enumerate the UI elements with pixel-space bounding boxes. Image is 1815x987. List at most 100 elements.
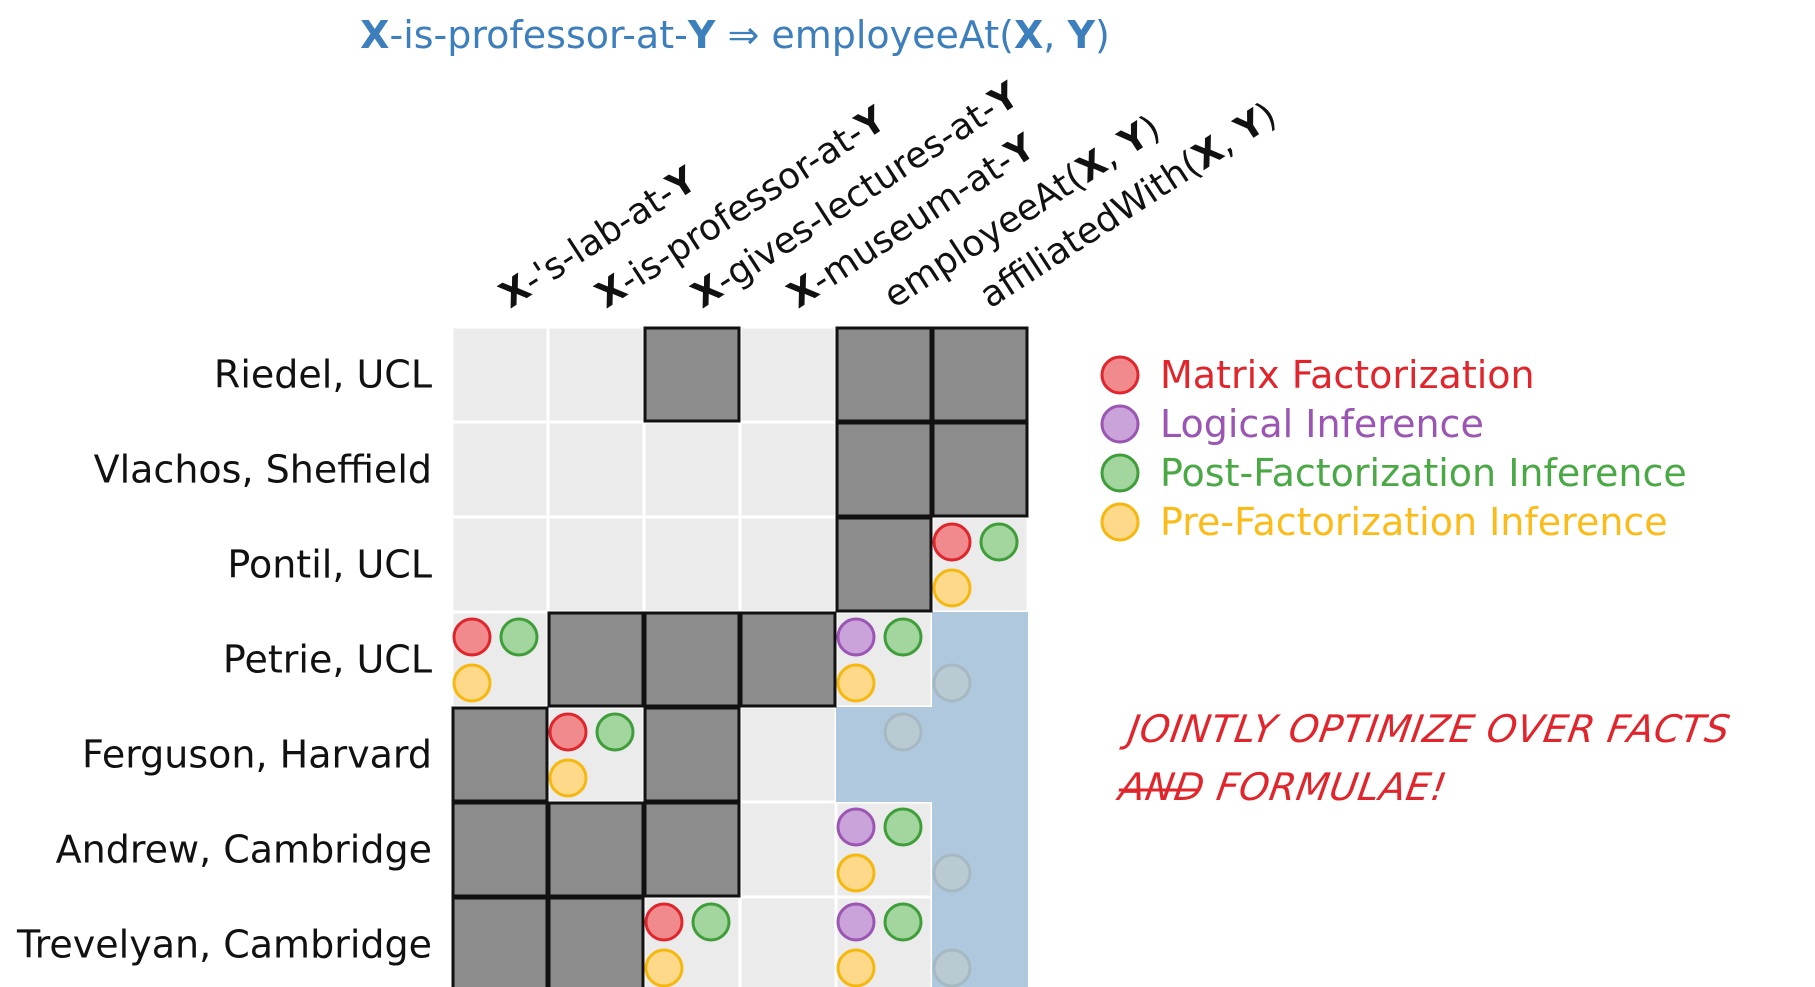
post-marker bbox=[979, 522, 1019, 562]
cell-r1-c0 bbox=[450, 420, 550, 519]
pre-marker bbox=[932, 948, 972, 987]
legend-swatch-pre bbox=[1100, 502, 1140, 542]
note-line1: JOINTLY OPTIMIZE OVER FACTS bbox=[1118, 708, 1733, 752]
highlight-region bbox=[836, 612, 1028, 987]
post-marker bbox=[691, 902, 731, 942]
post-marker bbox=[883, 617, 923, 657]
observed-borders bbox=[451, 326, 1029, 987]
handwritten-note: JOINTLY OPTIMIZE OVER FACTS AND FORMULAE… bbox=[1113, 708, 1733, 810]
li-marker bbox=[836, 807, 876, 847]
mf-marker bbox=[452, 617, 492, 657]
cell-r2-c3 bbox=[738, 515, 838, 614]
cell-r2-c4 bbox=[834, 515, 934, 614]
title-arrow: ⇒ bbox=[715, 13, 771, 57]
observed-border-r5-c2 bbox=[643, 801, 741, 898]
cell-r3-c1 bbox=[546, 610, 646, 709]
pre-marker bbox=[836, 853, 876, 893]
cell-r0-c2 bbox=[642, 325, 742, 424]
observed-border-r6-c0 bbox=[451, 896, 549, 987]
cell-r5-c1 bbox=[546, 800, 646, 899]
observed-border-r1-c4 bbox=[835, 421, 933, 518]
observed-border-r3-c1 bbox=[547, 611, 645, 708]
cell-r0-c5 bbox=[930, 325, 1030, 424]
legend-swatch-li bbox=[1100, 404, 1140, 444]
pre-marker bbox=[452, 663, 492, 703]
post-marker bbox=[883, 807, 923, 847]
legend-label-pre: Pre-Factorization Inference bbox=[1160, 500, 1668, 544]
cell-r1-c3 bbox=[738, 420, 838, 519]
observed-border-r2-c4 bbox=[835, 516, 933, 613]
highlight-cell bbox=[836, 707, 932, 802]
cell-r4-c3 bbox=[738, 705, 838, 804]
observed-border-r5-c0 bbox=[451, 801, 549, 898]
legend-label-mf: Matrix Factorization bbox=[1160, 353, 1535, 397]
cell-r5-c3 bbox=[738, 800, 838, 899]
cell-r1-c1 bbox=[546, 420, 646, 519]
observed-border-r6-c1 bbox=[547, 896, 645, 987]
observed-border-r0-c5 bbox=[931, 326, 1029, 423]
row-label: Ferguson, Harvard bbox=[82, 733, 432, 777]
column-labels: X-'s-lab-at-YX-is-professor-at-YX-gives-… bbox=[493, 74, 1284, 316]
observed-border-r3-c3 bbox=[739, 611, 837, 708]
post-marker bbox=[883, 902, 923, 942]
pre-marker bbox=[932, 568, 972, 608]
li-marker bbox=[836, 902, 876, 942]
cell-r0-c0 bbox=[450, 325, 550, 424]
legend-label-li: Logical Inference bbox=[1160, 402, 1484, 446]
observed-border-r4-c2 bbox=[643, 706, 741, 803]
pre-marker bbox=[932, 853, 972, 893]
note-line2: AND FORMULAE! bbox=[1113, 766, 1450, 810]
observed-border-r4-c0 bbox=[451, 706, 549, 803]
title-close: ) bbox=[1095, 13, 1110, 57]
title-formula: X-is-professor-at-Y ⇒ employeeAt(X, Y) bbox=[360, 13, 1110, 57]
row-label: Riedel, UCL bbox=[214, 353, 432, 397]
cell-r6-c0 bbox=[450, 895, 550, 987]
pre-marker bbox=[548, 758, 588, 798]
legend-swatch-post bbox=[1100, 453, 1140, 493]
cell-r6-c1 bbox=[546, 895, 646, 987]
pre-marker bbox=[932, 663, 972, 703]
mf-marker bbox=[548, 712, 588, 752]
row-label: Pontil, UCL bbox=[227, 543, 432, 587]
title-t2: employeeAt( bbox=[771, 13, 1014, 57]
pre-marker bbox=[836, 663, 876, 703]
pre-marker bbox=[644, 948, 684, 987]
highlight-column bbox=[932, 612, 1028, 987]
legend: Matrix Factorization Logical Inference Pos… bbox=[1100, 353, 1687, 544]
pre-marker bbox=[836, 948, 876, 987]
cell-r3-c2 bbox=[642, 610, 742, 709]
row-labels: Riedel, UCL Vlachos, Sheffield Pontil, UCL… bbox=[16, 353, 432, 967]
cell-r1-c2 bbox=[642, 420, 742, 519]
cell-r0-c4 bbox=[834, 325, 934, 424]
title-y1: Y bbox=[687, 13, 716, 57]
cell-r4-c0 bbox=[450, 705, 550, 804]
observed-border-r5-c1 bbox=[547, 801, 645, 898]
cell-r6-c3 bbox=[738, 895, 838, 987]
title-x1: X bbox=[360, 13, 389, 57]
title-y2: Y bbox=[1066, 13, 1095, 57]
title-sep: , bbox=[1043, 13, 1067, 57]
title-x2: X bbox=[1014, 13, 1043, 57]
observed-border-r0-c2 bbox=[643, 326, 741, 423]
legend-label-post: Post-Factorization Inference bbox=[1160, 451, 1687, 495]
cell-r2-c0 bbox=[450, 515, 550, 614]
post-marker bbox=[595, 712, 635, 752]
post-marker bbox=[883, 712, 923, 752]
observed-border-r1-c5 bbox=[931, 421, 1029, 518]
row-label: Petrie, UCL bbox=[223, 638, 432, 682]
mf-marker bbox=[932, 522, 972, 562]
row-label: Andrew, Cambridge bbox=[56, 828, 432, 872]
cell-r2-c2 bbox=[642, 515, 742, 614]
cell-r1-c4 bbox=[834, 420, 934, 519]
cell-r5-c2 bbox=[642, 800, 742, 899]
cell-r5-c0 bbox=[450, 800, 550, 899]
legend-swatch-mf bbox=[1100, 355, 1140, 395]
cell-r1-c5 bbox=[930, 420, 1030, 519]
row-label: Trevelyan, Cambridge bbox=[16, 923, 432, 967]
observed-border-r0-c4 bbox=[835, 326, 933, 423]
observed-border-r3-c2 bbox=[643, 611, 741, 708]
cell-r4-c2 bbox=[642, 705, 742, 804]
cell-r0-c1 bbox=[546, 325, 646, 424]
cell-r0-c3 bbox=[738, 325, 838, 424]
